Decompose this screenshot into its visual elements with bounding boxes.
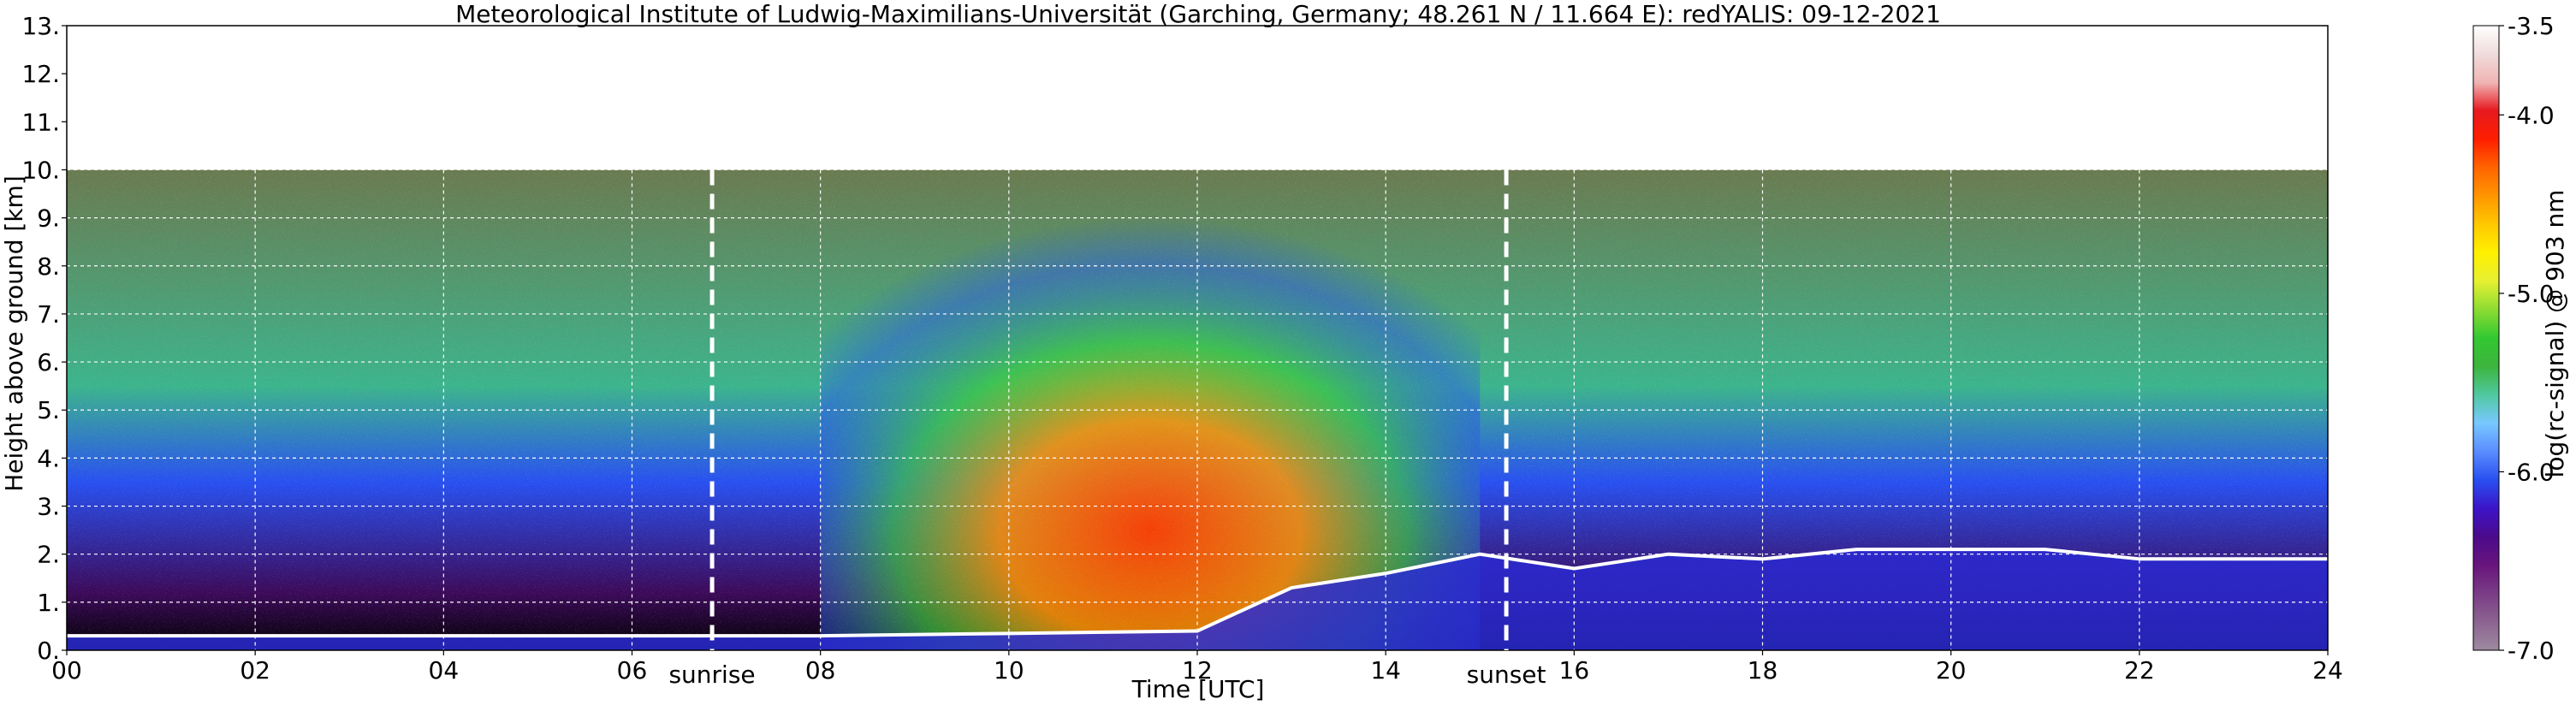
x-tick-label: 22	[2124, 656, 2155, 684]
chart-title: Meteorological Institute of Ludwig-Maxim…	[455, 0, 1941, 28]
x-tick-label: 00	[51, 656, 82, 684]
colorbar-tick-label: -4.0	[2508, 101, 2555, 129]
sun-markers: sunrise sunset	[668, 169, 1546, 689]
y-tick-label: 0.	[37, 637, 60, 665]
x-tick-label: 06	[617, 656, 648, 684]
colorbar-label: log(rc-signal) @ 903 nm	[2541, 190, 2569, 478]
y-tick-label: 12.	[21, 60, 60, 88]
y-axis-label: Height above ground [km]	[0, 175, 28, 492]
y-tick-label: 13.	[21, 12, 60, 40]
y-tick-label: 8.	[37, 252, 60, 281]
y-axis-ticks: 0. 1. 2. 3. 4. 5. 6. 7. 8. 9. 10. 11. 12. 13.	[21, 12, 67, 665]
colorbar-tick-label: -6.0	[2508, 458, 2555, 486]
y-tick-label: 10.	[21, 156, 60, 184]
x-tick-label: 08	[805, 656, 836, 684]
x-axis-ticks: 00 02 04 06 08 10 12 14 16 18 20 22 24	[51, 650, 2343, 684]
x-tick-label: 18	[1748, 656, 1778, 684]
x-tick-label: 16	[1559, 656, 1590, 684]
x-tick-label: 10	[994, 656, 1024, 684]
y-tick-label: 3.	[37, 493, 60, 521]
y-tick-label: 7.	[37, 300, 60, 329]
sun-marker-label: sunset	[1467, 661, 1546, 689]
x-tick-label: 14	[1370, 656, 1401, 684]
sun-marker-label: sunrise	[668, 661, 755, 689]
y-tick-label: 2.	[37, 541, 60, 569]
colorbar-ticks: -7.0 -6.0 -5.0 -4.0 -3.5	[2499, 12, 2555, 665]
y-tick-label: 11.	[21, 108, 60, 136]
colorbar-tick-label: -7.0	[2508, 637, 2555, 665]
y-tick-label: 1.	[37, 589, 60, 617]
colorbar-tick-label: -3.5	[2508, 12, 2555, 40]
x-tick-label: 12	[1182, 656, 1213, 684]
y-tick-label: 5.	[37, 396, 60, 424]
x-tick-label: 20	[1936, 656, 1967, 684]
y-tick-label: 4.	[37, 444, 60, 472]
grid	[67, 169, 2328, 650]
y-tick-label: 9.	[37, 204, 60, 233]
colorbar-scale	[2472, 25, 2500, 651]
x-tick-label: 04	[429, 656, 460, 684]
y-tick-label: 6.	[37, 348, 60, 376]
x-tick-label: 02	[240, 656, 270, 684]
colorbar: -7.0 -6.0 -5.0 -4.0 -3.5 log(rc-signal) @ 90…	[2472, 12, 2569, 665]
colorbar-tick-label: -5.0	[2508, 280, 2555, 308]
x-axis-label: Time [UTC]	[1131, 675, 1265, 703]
x-tick-label: 24	[2312, 656, 2343, 684]
